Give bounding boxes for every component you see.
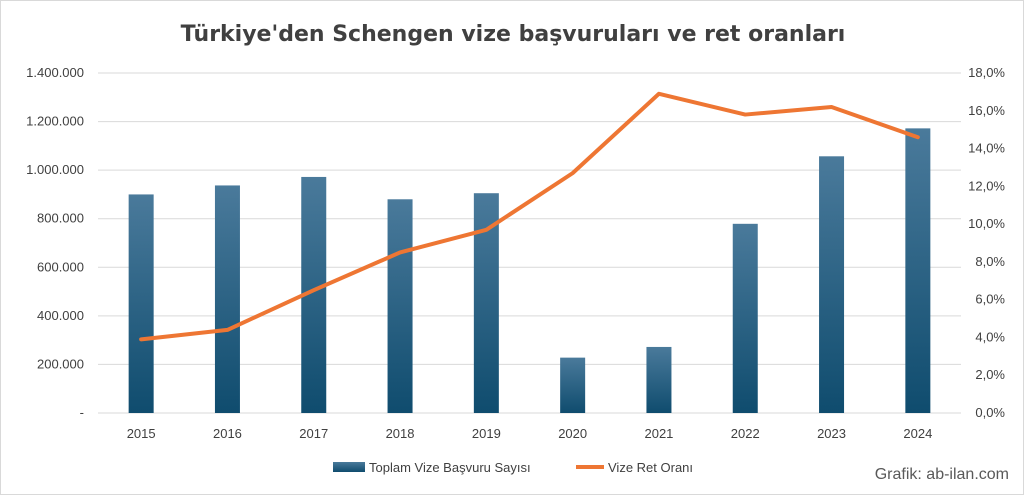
right-axis-tick-label: 6,0% <box>975 292 1005 307</box>
x-axis-tick-label: 2021 <box>644 426 673 441</box>
credit-text: Grafik: ab-ilan.com <box>875 466 1009 483</box>
x-axis-tick-label: 2019 <box>472 426 501 441</box>
line-series <box>139 91 920 342</box>
bar-2016 <box>214 185 240 413</box>
bar-2018 <box>387 199 413 413</box>
line-point-2017 <box>312 288 316 292</box>
right-axis-tick-label: 12,0% <box>968 178 1005 193</box>
legend-line-label: Vize Ret Oranı <box>608 460 693 475</box>
bar-2020 <box>560 357 586 413</box>
bar-2024 <box>905 128 931 413</box>
left-axis-ticks: - 200.000 400.000 600.000 800.000 1.000.000 1.… <box>26 65 84 420</box>
right-axis-tick-label: 8,0% <box>975 254 1005 269</box>
right-axis-tick-label: 2,0% <box>975 367 1005 382</box>
right-axis-tick-label: 0,0% <box>975 405 1005 420</box>
bar-2015 <box>128 194 154 413</box>
line-point-2021 <box>657 92 661 96</box>
line-point-2016 <box>225 328 229 332</box>
x-axis-tick-label: 2016 <box>213 426 242 441</box>
line-point-2022 <box>743 113 747 117</box>
x-axis-tick-label: 2018 <box>386 426 415 441</box>
right-axis-ticks: 0,0% 2,0% 4,0% 6,0% 8,0% 10,0% 12,0% 14,0% 16,0%… <box>968 65 1005 420</box>
left-axis-tick-label: 1.000.000 <box>26 162 84 177</box>
chart-title: Türkiye'den Schengen vize başvuruları ve… <box>181 22 846 47</box>
left-axis-tick-label: 1.200.000 <box>26 114 84 129</box>
line-point-2015 <box>139 337 143 341</box>
x-axis-tick-label: 2023 <box>817 426 846 441</box>
right-axis-tick-label: 16,0% <box>968 103 1005 118</box>
gridlines <box>98 72 961 414</box>
x-axis-ticks: 2015 2016 2017 2018 2019 2020 2021 2022 2023 2024 <box>127 426 933 441</box>
rejection-rate-line <box>139 91 920 342</box>
line-point-2024 <box>916 135 920 139</box>
line-point-2018 <box>398 250 402 254</box>
left-axis-tick-label: 400.000 <box>37 308 84 323</box>
right-axis-tick-label: 10,0% <box>968 216 1005 231</box>
x-axis-tick-label: 2015 <box>127 426 156 441</box>
left-axis-tick-label: - <box>80 405 84 420</box>
x-axis-tick-label: 2017 <box>299 426 328 441</box>
left-axis-tick-label: 200.000 <box>37 356 84 371</box>
bar-2022 <box>732 223 758 413</box>
line-point-2019 <box>484 228 488 232</box>
left-axis-tick-label: 600.000 <box>37 259 84 274</box>
legend-bar-swatch <box>333 462 365 472</box>
x-axis-tick-label: 2024 <box>903 426 932 441</box>
left-axis-tick-label: 800.000 <box>37 211 84 226</box>
right-axis-tick-label: 18,0% <box>968 65 1005 80</box>
line-point-2020 <box>571 171 575 175</box>
legend-bar-label: Toplam Vize Başvuru Sayısı <box>369 460 531 475</box>
right-axis-tick-label: 4,0% <box>975 329 1005 344</box>
bar-2021 <box>646 346 672 413</box>
left-axis-tick-label: 1.400.000 <box>26 65 84 80</box>
right-axis-tick-label: 14,0% <box>968 141 1005 156</box>
x-axis-tick-label: 2022 <box>731 426 760 441</box>
bar-series <box>128 128 931 414</box>
legend: Toplam Vize Başvuru Sayısı Vize Ret Oran… <box>333 460 693 475</box>
x-axis-tick-label: 2020 <box>558 426 587 441</box>
line-point-2023 <box>830 105 834 109</box>
bar-2023 <box>819 156 845 414</box>
